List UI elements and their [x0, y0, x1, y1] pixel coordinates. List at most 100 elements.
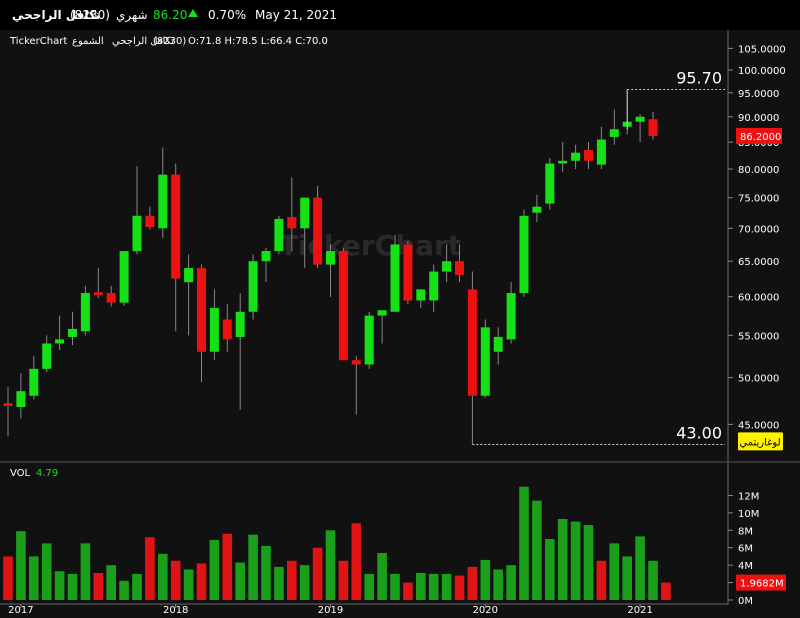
volume-bar	[506, 565, 516, 600]
candle-body	[274, 218, 284, 252]
price-tick-label: 90.0000	[738, 113, 779, 124]
log-scale-button[interactable]	[738, 432, 783, 451]
low-marker-label: 43.00	[676, 424, 722, 443]
candle-body	[16, 391, 26, 407]
candle-body	[313, 197, 323, 265]
candle-body	[596, 139, 606, 165]
volume-bar	[648, 560, 658, 600]
info-ohlc: O:71.8 H:78.5 L:66.4 C:70.0	[188, 36, 328, 47]
info-code: (8230)	[153, 36, 186, 47]
price-tick-label: 105.0000	[738, 44, 786, 55]
volume-bar	[428, 573, 439, 600]
candle-body	[455, 261, 464, 276]
price-tick-label: 45.0000	[738, 420, 779, 431]
candle-body	[80, 293, 90, 332]
volume-bars-group	[3, 486, 671, 600]
candle-body	[403, 244, 413, 301]
volume-bar	[377, 552, 387, 600]
info-kind: الشموع	[72, 36, 104, 47]
info-name: تكافل الراجحي	[112, 36, 174, 47]
volume-bar	[454, 575, 465, 600]
price-tick-label: 55.0000	[738, 331, 779, 342]
high-marker-label: 95.70	[676, 69, 722, 88]
candle-body	[519, 215, 529, 294]
candle-body	[390, 244, 400, 312]
volume-bar	[557, 518, 568, 600]
volume-tick-label: 0M	[738, 596, 753, 607]
volume-bar	[196, 563, 207, 600]
volume-axis: 0M2M4M6M8M10M12M1.9682M	[728, 491, 786, 607]
volume-bar	[403, 582, 413, 600]
candle-body	[416, 289, 426, 301]
time-tick-label: 2020	[473, 605, 498, 616]
candle-body	[184, 268, 194, 283]
volume-current: 4.79	[36, 468, 58, 479]
candle-body	[158, 174, 168, 229]
info-source: TickerChart	[9, 36, 67, 47]
candle-body	[106, 293, 116, 303]
price-tick-label: 70.0000	[738, 224, 779, 235]
quote-date: May 21, 2021	[255, 8, 338, 22]
volume-bar	[467, 566, 478, 600]
candle-body	[248, 261, 258, 312]
volume-bar	[622, 556, 632, 600]
volume-bar	[158, 553, 168, 600]
volume-bar	[16, 531, 26, 600]
candle-body	[635, 116, 645, 122]
volume-bar	[390, 573, 400, 600]
candle-body	[558, 160, 568, 164]
high-low-markers: 95.70 43.00	[472, 69, 725, 446]
candle-body	[506, 293, 516, 340]
candle-body	[119, 251, 129, 303]
volume-tick-label: 10M	[738, 509, 759, 520]
candle-body	[351, 360, 361, 365]
volume-bar	[338, 560, 349, 600]
log-scale-button-label[interactable]: لوغاريتمي	[739, 437, 780, 448]
candle-body	[480, 327, 490, 396]
volume-bar	[532, 500, 542, 600]
stock-name[interactable]: تكافل الراجحي	[12, 8, 101, 22]
price-tick-label: 95.0000	[738, 89, 779, 100]
candle-body	[429, 271, 439, 301]
time-tick-label: 2017	[8, 605, 33, 616]
volume-bar	[93, 572, 104, 600]
candle-body	[609, 129, 619, 137]
candle-body	[132, 215, 142, 252]
chart-area[interactable]: TickerChart الشموع تكافل الراجحي (8230) …	[0, 30, 800, 618]
volume-bar	[209, 539, 220, 600]
volume-bar	[325, 530, 336, 600]
candle-body	[93, 292, 103, 296]
chart-background	[0, 30, 800, 618]
volume-bar	[441, 573, 452, 600]
candle-body	[326, 251, 335, 265]
volume-bar	[80, 543, 91, 600]
last-volume-badge-label: 1.9682M	[740, 579, 784, 590]
volume-bar	[248, 534, 258, 600]
volume-bar	[493, 569, 503, 600]
candle-body	[300, 197, 310, 229]
last-price-badge	[736, 127, 782, 144]
candle-body	[364, 315, 374, 365]
period-label[interactable]: شهري	[116, 8, 148, 22]
candle-body	[3, 403, 13, 407]
volume-bar	[545, 539, 555, 600]
time-tick-label: 2018	[163, 605, 188, 616]
volume-bar	[312, 547, 323, 600]
volume-bar	[274, 566, 284, 600]
candle-body	[197, 268, 206, 352]
time-tick-label: 2021	[627, 605, 652, 616]
volume-bar	[416, 572, 426, 600]
volume-bar	[67, 573, 78, 600]
volume-tick-label: 6M	[738, 544, 753, 555]
candle-body	[261, 251, 271, 262]
candle-body	[442, 261, 452, 272]
volume-bar	[299, 565, 310, 600]
candle-body	[235, 311, 245, 337]
volume-bar	[583, 525, 594, 600]
volume-bar	[54, 571, 65, 600]
volume-bar	[41, 543, 52, 600]
price-tick-label: 80.0000	[738, 165, 779, 176]
candle-body	[68, 328, 77, 337]
volume-bar	[235, 562, 245, 600]
up-arrow-icon	[188, 9, 198, 17]
